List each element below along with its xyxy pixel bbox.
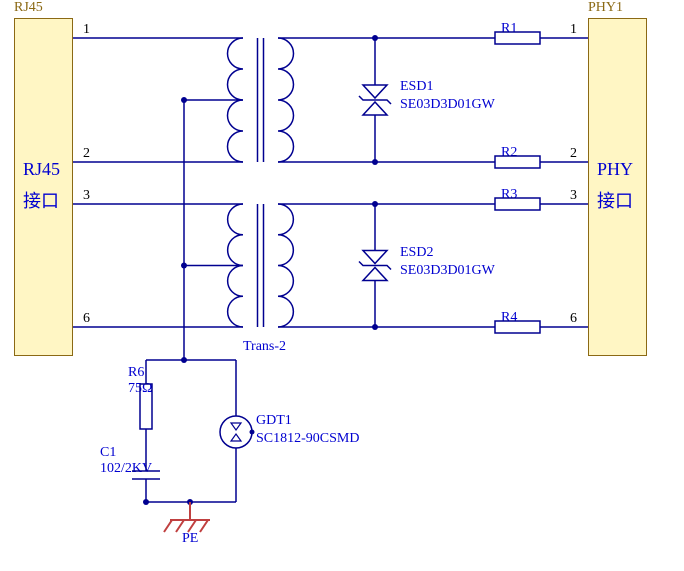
schematic-svg [0, 0, 684, 571]
schematic-canvas: RJ45 PHY1 RJ45 接口 PHY 接口 1 2 3 6 1 2 3 6… [0, 0, 684, 571]
